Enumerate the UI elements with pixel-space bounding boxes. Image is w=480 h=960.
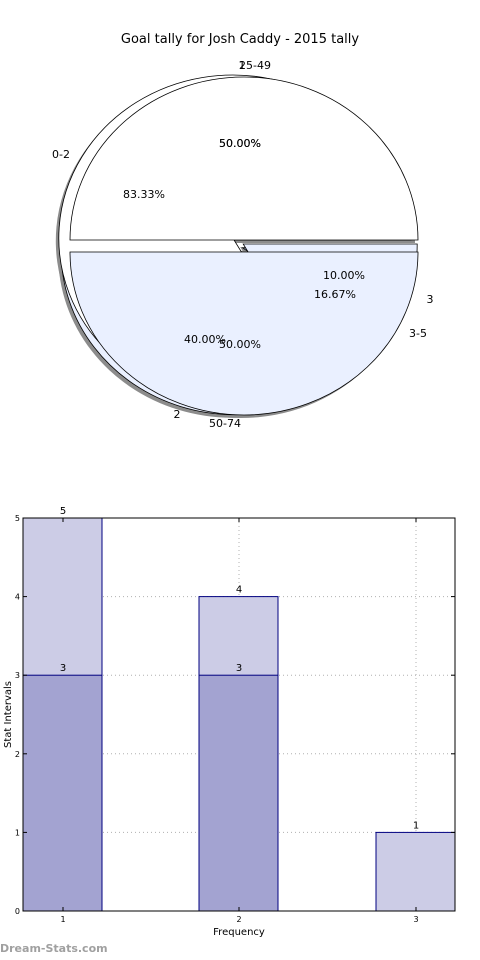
bar-total bbox=[22, 517, 103, 912]
x-axis-label: Frequency bbox=[213, 927, 265, 938]
x-tick-label: 3 bbox=[413, 915, 418, 924]
watermark: Dream-Stats.com bbox=[0, 942, 108, 955]
pie-pct-label: 40.00% bbox=[184, 333, 226, 346]
plot-frame bbox=[22, 517, 456, 912]
y-tick-label: 0 bbox=[15, 907, 20, 916]
y-tick-label: 5 bbox=[15, 514, 20, 523]
bar-value-label: 5 bbox=[60, 506, 66, 517]
y-tick-label: 2 bbox=[15, 750, 20, 759]
x-tick-label: 1 bbox=[60, 915, 65, 924]
pie-slice-25-49 bbox=[69, 76, 419, 241]
pie-pct-label: 10.00% bbox=[323, 269, 365, 282]
bar-total bbox=[375, 831, 456, 912]
y-tick-label: 3 bbox=[15, 671, 20, 680]
pie-pct-label: 50.00% bbox=[219, 137, 261, 150]
y-tick-label: 4 bbox=[15, 593, 20, 602]
x-tick-label: 2 bbox=[236, 915, 241, 924]
pie-slice-label: 50-74 bbox=[209, 417, 241, 430]
y-axis-label: Stat Intervals bbox=[3, 681, 14, 748]
pie-slice-label: 3-5 bbox=[409, 327, 427, 340]
pie-slice-label: 0-2 bbox=[52, 148, 70, 161]
pie-slice-label: 25-49 bbox=[239, 59, 271, 72]
bar-total bbox=[198, 596, 279, 912]
bar-value-label: 3 bbox=[236, 663, 242, 674]
pie-slice-50-74 bbox=[69, 251, 419, 416]
pie-slice-label: 3 bbox=[427, 293, 434, 306]
pie-title: Goal tally for Josh Caddy - 2015 tally bbox=[121, 32, 359, 47]
pie-pct-label: 50.00% bbox=[219, 338, 261, 351]
bar-value-label: 1 bbox=[413, 820, 419, 831]
pie-pct-label: 83.33% bbox=[123, 188, 165, 201]
pie-chart: Goal tally for Josh Caddy - 2015 tally 5… bbox=[52, 32, 434, 430]
pie-pct-label: 16.67% bbox=[314, 288, 356, 301]
bar-value-label: 3 bbox=[60, 663, 66, 674]
pie-slice-label: 1 bbox=[239, 59, 246, 72]
pie-pct-label: 50.00% bbox=[219, 137, 261, 150]
y-tick-label: 1 bbox=[15, 828, 20, 837]
bar-part bbox=[198, 674, 279, 912]
bar-value-label: 4 bbox=[236, 585, 242, 596]
pie-slice-label: 2 bbox=[174, 408, 181, 421]
bar-part bbox=[22, 674, 103, 912]
